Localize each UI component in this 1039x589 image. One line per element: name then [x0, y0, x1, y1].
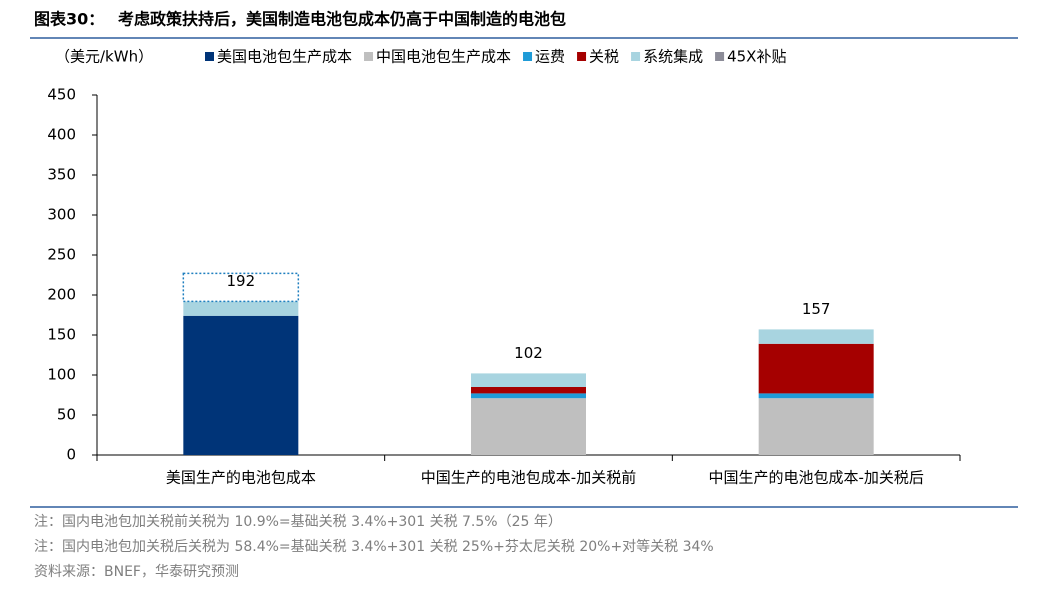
legend-swatch [205, 52, 214, 61]
y-tick-label: 450 [47, 86, 76, 104]
bar-segment [183, 301, 299, 316]
y-tick-label: 200 [47, 286, 76, 304]
bar-segment [758, 329, 874, 344]
x-tick-label: 美国生产的电池包成本 [166, 469, 316, 487]
bar-segment [471, 393, 586, 399]
x-tick-label: 中国生产的电池包成本-加关税后 [708, 469, 923, 487]
chart-title: 考虑政策扶持后，美国制造电池包成本仍高于中国制造的电池包 [118, 10, 566, 29]
y-tick-label: 100 [47, 366, 76, 384]
legend-label: 中国电池包生产成本 [376, 48, 511, 66]
legend-swatch [577, 52, 587, 61]
y-tick-label: 300 [47, 206, 76, 224]
y-tick-label: 250 [47, 246, 76, 264]
legend-label: 45X补贴 [727, 48, 786, 66]
y-tick-label: 0 [66, 446, 76, 464]
note: 注：国内电池包加关税前关税为 10.9%=基础关税 3.4%+301 关税 7.… [34, 513, 562, 530]
bar-segment [758, 393, 874, 399]
x-tick-label: 中国生产的电池包成本-加关税前 [421, 469, 636, 487]
bar-segment [471, 387, 586, 394]
figure-label: 图表30： [34, 10, 104, 29]
legend-label: 系统集成 [643, 48, 703, 66]
legend-label: 关税 [589, 48, 619, 66]
total-label: 157 [802, 300, 831, 318]
legend-swatch [364, 52, 374, 61]
legend-swatch [715, 52, 725, 61]
y-axis-label: （美元/kWh） [55, 48, 153, 66]
note: 资料来源：BNEF，华泰研究预测 [34, 564, 239, 580]
bar-segment [758, 343, 874, 394]
legend-swatch [523, 52, 533, 61]
y-tick-label: 150 [47, 326, 76, 344]
total-label: 102 [514, 344, 543, 362]
bar-segment [471, 373, 586, 387]
total-label: 192 [227, 272, 256, 290]
legend-label: 运费 [535, 48, 565, 66]
bar-segment [183, 315, 299, 455]
y-tick-label: 350 [47, 166, 76, 184]
bar-segment [471, 398, 586, 455]
y-tick-label: 50 [57, 406, 76, 424]
bar-segment [758, 398, 874, 455]
note: 注：国内电池包加关税后关税为 58.4%=基础关税 3.4%+301 关税 25… [34, 538, 714, 555]
legend-label: 美国电池包生产成本 [217, 48, 352, 66]
y-tick-label: 400 [47, 126, 76, 144]
bar-segment [182, 272, 300, 303]
legend-swatch [631, 52, 641, 61]
